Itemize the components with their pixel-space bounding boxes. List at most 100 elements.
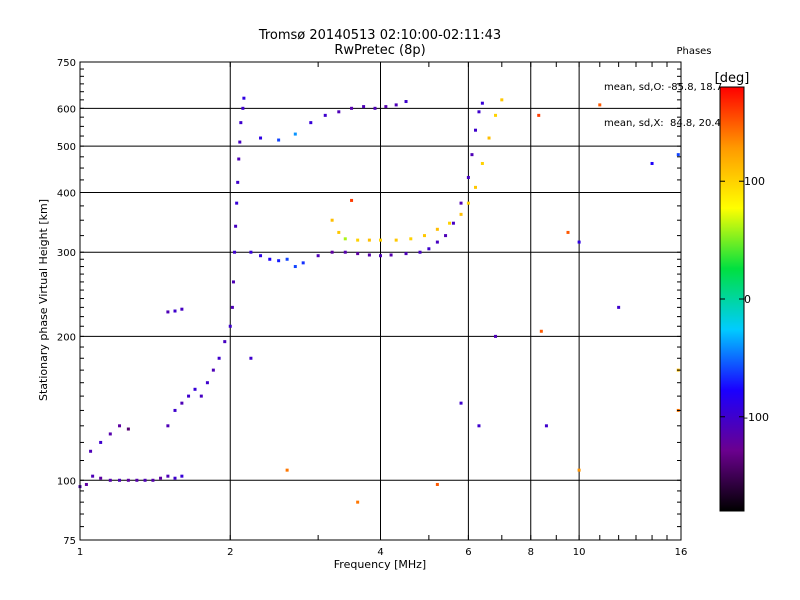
data-point bbox=[84, 482, 88, 486]
data-point bbox=[448, 221, 452, 225]
y-tick-label: 750 bbox=[57, 58, 76, 69]
data-point bbox=[187, 394, 191, 398]
data-point bbox=[180, 474, 184, 478]
x-tick-label: 4 bbox=[377, 547, 383, 558]
data-point bbox=[166, 424, 170, 428]
data-point bbox=[337, 230, 341, 234]
data-point bbox=[268, 257, 272, 261]
data-point bbox=[459, 212, 463, 216]
data-point bbox=[404, 100, 408, 104]
axis-ticks bbox=[79, 61, 682, 540]
data-points bbox=[78, 96, 680, 504]
data-point bbox=[237, 157, 241, 161]
data-point bbox=[418, 250, 422, 254]
data-point bbox=[350, 106, 354, 110]
data-point bbox=[205, 381, 209, 385]
data-point bbox=[404, 252, 408, 256]
data-point bbox=[277, 259, 281, 263]
data-point bbox=[91, 474, 95, 478]
data-point bbox=[241, 106, 245, 110]
data-point bbox=[173, 309, 177, 313]
data-point bbox=[617, 305, 621, 309]
data-point bbox=[480, 161, 484, 165]
data-point bbox=[650, 161, 654, 165]
data-point bbox=[126, 427, 130, 431]
data-point bbox=[389, 253, 393, 257]
data-point bbox=[487, 136, 491, 140]
data-point bbox=[539, 329, 543, 333]
data-point bbox=[285, 468, 289, 472]
data-point bbox=[343, 250, 347, 254]
data-point bbox=[143, 478, 147, 482]
data-point bbox=[379, 254, 382, 258]
x-tick-label: 8 bbox=[528, 547, 534, 558]
data-point bbox=[99, 476, 103, 480]
data-point bbox=[293, 132, 297, 136]
colorbar: [deg] 100 0 -100 bbox=[715, 71, 769, 512]
data-point bbox=[577, 468, 581, 472]
title-line-1: Tromsø 20140513 02:10:00-02:11:43 bbox=[258, 28, 502, 43]
data-point bbox=[676, 153, 680, 157]
grid-lines bbox=[79, 61, 682, 541]
y-tick-label: 400 bbox=[57, 188, 76, 199]
data-point bbox=[330, 218, 334, 222]
data-point bbox=[108, 478, 112, 482]
data-point bbox=[477, 424, 481, 428]
data-point bbox=[99, 440, 103, 444]
data-point bbox=[309, 121, 313, 125]
data-point bbox=[435, 240, 439, 244]
x-tick-labels: 1 2 4 6 8 10 16 bbox=[77, 547, 688, 558]
data-point bbox=[350, 198, 354, 202]
phases-line-o: mean, sd,O: -85.8, 18.7 bbox=[604, 82, 723, 93]
data-point bbox=[459, 201, 463, 205]
data-point bbox=[466, 201, 470, 205]
x-tick-label: 10 bbox=[573, 547, 586, 558]
data-point bbox=[259, 136, 263, 140]
data-point bbox=[451, 221, 455, 225]
data-point bbox=[422, 234, 426, 238]
data-point bbox=[173, 476, 177, 480]
data-point bbox=[151, 478, 155, 482]
data-point bbox=[379, 238, 382, 242]
y-tick-label: 500 bbox=[57, 142, 76, 153]
data-point bbox=[217, 356, 221, 360]
data-point bbox=[337, 110, 341, 114]
data-point bbox=[249, 250, 253, 254]
data-point bbox=[356, 238, 360, 242]
data-point bbox=[239, 121, 243, 125]
data-point bbox=[126, 478, 130, 482]
data-point bbox=[238, 140, 242, 144]
y-tick-label: 600 bbox=[57, 104, 76, 115]
data-point bbox=[89, 449, 93, 453]
data-point bbox=[231, 280, 235, 284]
data-point bbox=[362, 105, 366, 109]
data-point bbox=[223, 340, 227, 344]
data-point bbox=[236, 180, 240, 184]
data-point bbox=[566, 230, 570, 234]
y-tick-labels: 75 100 200 300 400 500 600 750 bbox=[57, 58, 76, 547]
data-point bbox=[323, 113, 327, 117]
data-point bbox=[301, 261, 305, 265]
data-point bbox=[537, 113, 541, 117]
data-point bbox=[544, 424, 548, 428]
x-tick-label: 1 bbox=[77, 547, 83, 558]
data-point bbox=[118, 424, 122, 428]
data-point bbox=[180, 401, 184, 405]
data-point bbox=[235, 201, 239, 205]
data-point bbox=[394, 103, 398, 107]
x-axis-title: Frequency [MHz] bbox=[334, 558, 426, 571]
data-point bbox=[259, 254, 263, 258]
data-point bbox=[459, 401, 463, 405]
colorbar-tick-label: 0 bbox=[744, 293, 751, 306]
data-point bbox=[500, 98, 504, 102]
data-point bbox=[193, 387, 197, 391]
data-point bbox=[330, 250, 334, 254]
data-point bbox=[199, 394, 203, 398]
data-point bbox=[444, 234, 448, 238]
data-point bbox=[394, 238, 398, 242]
x-tick-label: 6 bbox=[465, 547, 471, 558]
y-tick-label: 75 bbox=[63, 536, 76, 547]
data-point bbox=[435, 482, 439, 486]
y-axis-title: Stationary phase Virtual Height [km] bbox=[37, 199, 50, 401]
data-point bbox=[367, 238, 371, 242]
